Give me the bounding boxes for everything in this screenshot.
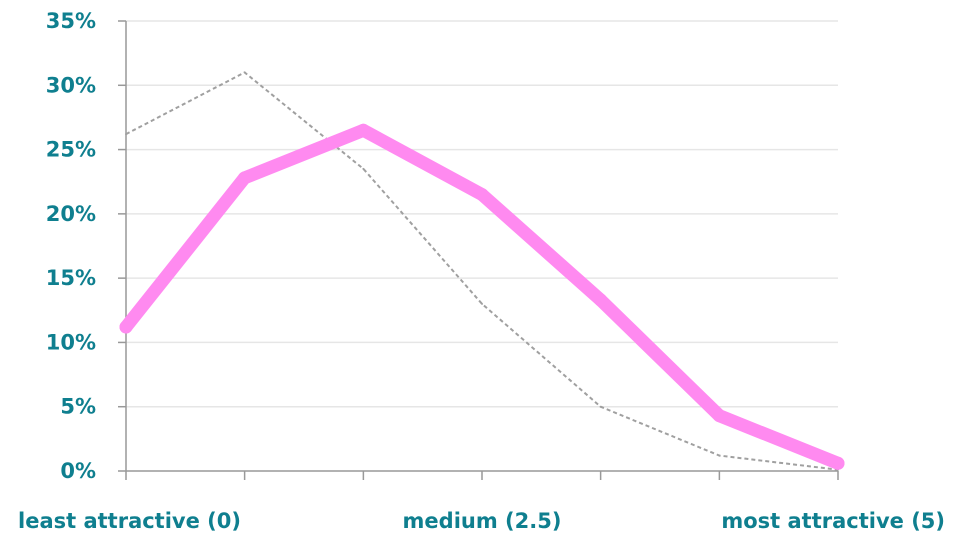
y-tick-label: 30% <box>46 73 96 97</box>
series-2-point <box>594 293 608 307</box>
y-tick-label: 20% <box>46 202 96 226</box>
series-2-point <box>238 171 252 185</box>
x-tick-label: medium (2.5) <box>403 509 562 533</box>
series-1-point <box>718 454 721 457</box>
series-2-point <box>356 123 370 137</box>
x-tick-label: most attractive (5) <box>721 509 945 533</box>
series-line-2 <box>119 123 845 470</box>
axes <box>118 20 839 480</box>
series-1-point <box>481 302 483 305</box>
y-tick-label: 25% <box>46 138 96 162</box>
series-2-point <box>831 456 845 470</box>
y-tick-label: 5% <box>60 395 96 419</box>
series-lines <box>119 71 845 471</box>
series-1-point <box>125 133 127 136</box>
series-2-point <box>712 409 726 423</box>
series-line-1 <box>125 71 839 471</box>
y-tick-label: 15% <box>46 266 96 290</box>
series-2-point <box>475 188 489 202</box>
y-tick-label: 10% <box>46 330 96 354</box>
series-1-point <box>243 71 246 74</box>
series-1-point <box>599 405 602 408</box>
series-2-point <box>119 320 133 334</box>
gridlines <box>126 20 838 408</box>
y-tick-label: 35% <box>46 9 96 33</box>
x-tick-label: least attractive (0) <box>18 509 241 533</box>
x-axis-tick-labels: least attractive (0) medium (2.5) most att… <box>18 509 945 533</box>
series-1-point <box>362 167 365 170</box>
y-tick-label: 0% <box>60 459 96 483</box>
y-axis-tick-labels: 0% 5% 10% 15% 20% 25% 30% 35% <box>46 9 96 483</box>
